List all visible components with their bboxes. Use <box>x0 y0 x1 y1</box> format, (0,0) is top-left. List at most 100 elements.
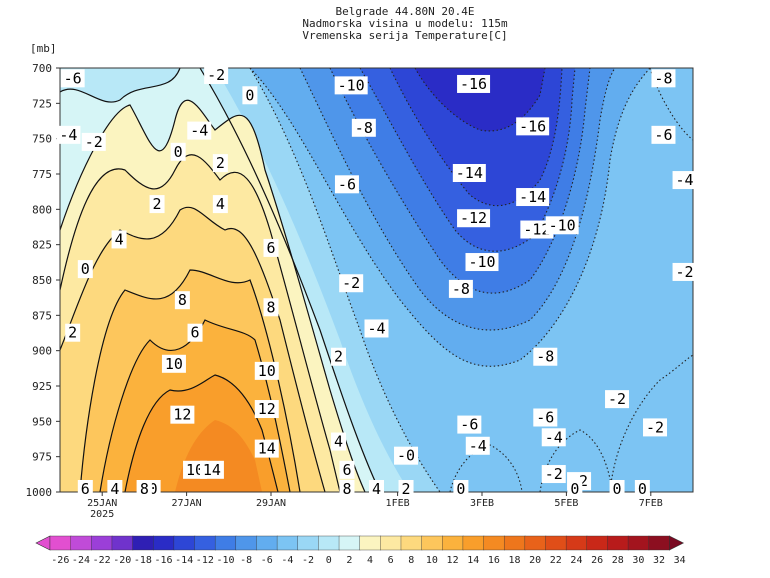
contour-label-bg <box>263 238 279 257</box>
contour-label-text: -14 <box>519 188 546 206</box>
contour-label: -10 <box>334 76 368 95</box>
contour-label-bg <box>520 220 554 239</box>
contour-label-text: 14 <box>258 440 276 458</box>
contour-label-text: -6 <box>654 126 672 144</box>
legend-label: 34 <box>674 555 686 566</box>
contour-label: 14 <box>254 439 279 458</box>
contour-label-bg <box>111 230 127 249</box>
contour-label-text: 0 <box>81 260 90 278</box>
legend-label: 28 <box>612 555 624 566</box>
chart-title-location: Belgrade 44.80N 20.4E <box>335 5 475 18</box>
contour-label-text: 4 <box>115 230 124 248</box>
y-tick-label: 750 <box>32 133 52 146</box>
legend-swatch <box>297 535 320 551</box>
y-tick-label: 900 <box>32 345 52 358</box>
contour-dotted-1 <box>249 68 651 367</box>
contour-label-bg <box>609 480 625 498</box>
y-tick-label: 775 <box>32 168 52 181</box>
contour-label: 0 <box>609 480 625 498</box>
contour-label-bg <box>107 480 123 498</box>
contour-solid-2 <box>60 206 326 492</box>
contour-label-bg <box>605 390 630 409</box>
legend-swatch <box>545 535 567 551</box>
contour-label-text: -2 <box>85 133 103 151</box>
contour-label: -2 <box>672 262 697 281</box>
contour-label: 4 <box>212 195 228 214</box>
contour-label: -4 <box>672 171 697 190</box>
contour-label-bg <box>398 480 414 498</box>
contour-label-text: -4 <box>545 428 563 446</box>
legend-swatch <box>318 535 340 551</box>
contour-label: 12 <box>170 405 195 424</box>
contour-label-bg <box>136 480 152 498</box>
contour-label-bg <box>516 117 550 136</box>
legend-swatch <box>111 535 134 551</box>
contour-label-text: 0 <box>638 480 647 498</box>
contour-label: 2 <box>398 480 414 498</box>
legend-swatch <box>607 535 629 551</box>
contour-label-text: -4 <box>676 171 694 189</box>
legend-arrow-right <box>669 535 685 551</box>
legend-swatch <box>462 535 485 551</box>
contour-label-bg <box>77 480 93 498</box>
legend-label: 6 <box>388 555 394 566</box>
chart-titles: Belgrade 44.80N 20.4E Nadmorska visina u… <box>0 6 770 42</box>
contour-label-bg <box>77 260 93 279</box>
contour-dotted-4 <box>359 68 576 252</box>
contour-label-bg <box>453 480 469 498</box>
contour-solid-0 <box>60 99 366 492</box>
contour-label: -2 <box>643 418 668 437</box>
contour-label: -16 <box>516 117 550 136</box>
contour-label-bg <box>339 480 355 498</box>
y-axis: [mb] 700 725 750 775 800 825 850 875 900 925 950 975… <box>26 42 60 499</box>
legend-label: 18 <box>508 555 520 566</box>
contour-label-text: 2 <box>402 480 411 498</box>
contour-label-text: 2 <box>216 154 225 172</box>
legend-swatch <box>648 535 671 551</box>
contour-label-bg <box>65 323 81 342</box>
contour-label-text: 6 <box>266 239 275 257</box>
legend-swatch <box>565 535 588 551</box>
contour-label-bg <box>339 460 355 479</box>
contour-label: 4 <box>107 480 123 498</box>
contour-label-text: -4 <box>59 126 77 144</box>
contour-label-bg <box>452 164 486 182</box>
legend-label: -22 <box>93 555 111 566</box>
x-tick-label: 25JAN <box>87 498 117 509</box>
contour-label-text: 0 <box>613 480 622 498</box>
contour-label: -6 <box>457 415 482 434</box>
y-tick-label: 800 <box>32 203 52 216</box>
contour-label: 12 <box>254 400 279 419</box>
contour-label: -4 <box>364 319 389 338</box>
legend-swatch <box>256 535 278 551</box>
contour-label: 6 <box>187 323 203 342</box>
contour-label-text: -2 <box>608 390 626 408</box>
contour-label-bg <box>263 298 279 317</box>
contour-label-bg <box>465 436 490 455</box>
contour-label-bg <box>81 132 106 151</box>
legend-label: -18 <box>134 555 152 566</box>
y-axis-unit: [mb] <box>30 42 57 55</box>
legend-swatch <box>421 535 443 551</box>
contour-label: 4 <box>369 480 384 498</box>
contour-label-text: -2 <box>207 66 225 84</box>
contour-dotted-8 <box>609 354 693 492</box>
contour-dotted-7 <box>649 68 693 141</box>
legend-swatch <box>49 535 72 551</box>
contour-dotted-10 <box>449 444 523 492</box>
contour-label-text: -0 <box>397 447 415 465</box>
legend-swatch <box>194 535 216 551</box>
legend-label: -10 <box>216 555 234 566</box>
chart-title-altitude: Nadmorska visina u modelu: 115m <box>302 17 508 30</box>
contour-label: -14 <box>516 188 550 207</box>
contour-label: 6 <box>339 460 355 479</box>
legend-label: -24 <box>72 555 90 566</box>
contour-label-text: 2 <box>334 348 343 366</box>
contour-label-bg <box>457 74 491 93</box>
contour-label: 2 <box>331 347 347 366</box>
contour-label-bg <box>170 142 186 161</box>
contour-label: 2 <box>149 195 165 214</box>
x-tick-label: 29JAN <box>256 498 286 509</box>
legend-label: 2 <box>346 555 352 566</box>
contour-label-bg <box>651 125 676 144</box>
